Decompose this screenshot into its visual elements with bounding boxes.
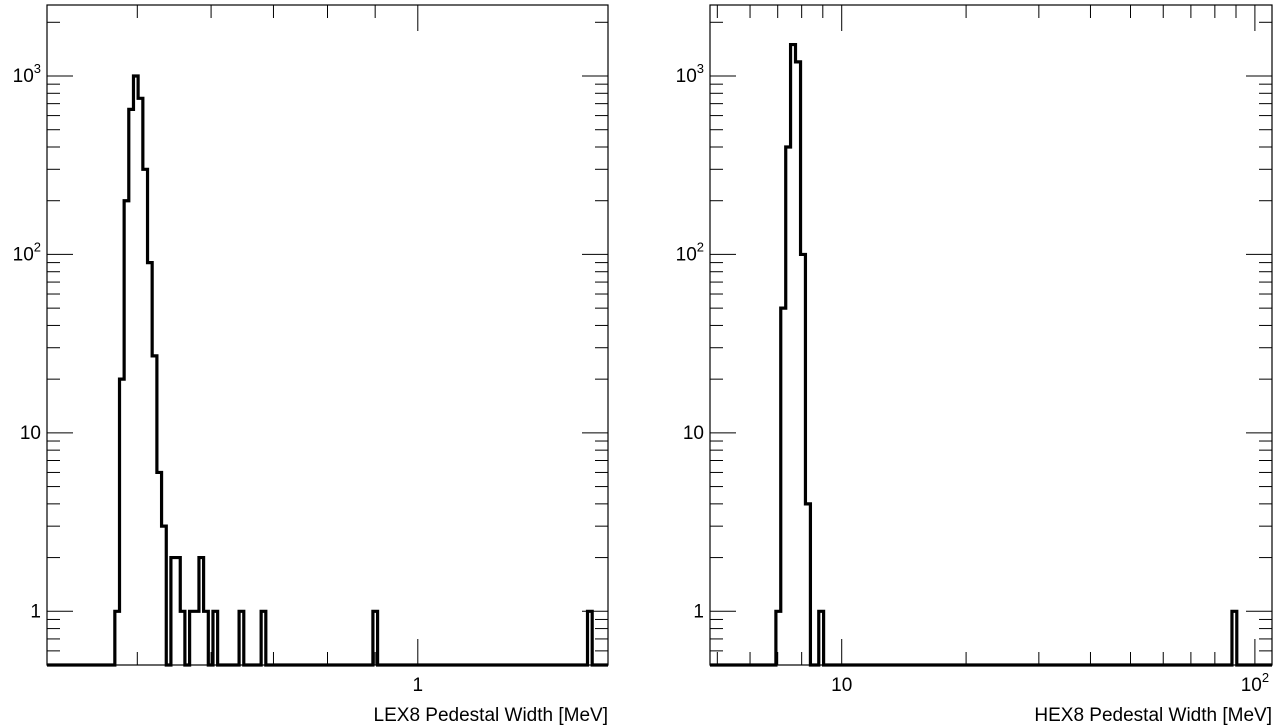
- x-tick-label: 10: [831, 675, 852, 696]
- histogram-line: [710, 42, 1272, 667]
- y-tick-label: 1: [30, 601, 41, 622]
- y-tick-label: 1: [693, 601, 704, 622]
- y-tick-label: 103: [13, 61, 41, 87]
- x-tick-label-base: 1: [413, 675, 424, 696]
- y-tick-label-base: 10: [676, 244, 697, 265]
- y-tick-label: 102: [13, 239, 41, 265]
- x-tick-label: 1: [413, 675, 424, 696]
- y-tick-label: 102: [676, 239, 704, 265]
- y-tick-label-base: 1: [693, 601, 704, 622]
- x-axis-title: HEX8 Pedestal Width [MeV]: [1034, 705, 1272, 726]
- plot-frame: [46, 4, 609, 666]
- histogram-line: [47, 74, 608, 667]
- y-tick-label: 10: [683, 423, 704, 444]
- y-tick-label-base: 10: [20, 423, 41, 444]
- x-tick-label-exponent: 2: [1262, 670, 1269, 685]
- y-tick-label-exponent: 3: [697, 61, 704, 76]
- x-axis-title: LEX8 Pedestal Width [MeV]: [374, 705, 608, 726]
- y-tick-label-exponent: 2: [34, 239, 41, 254]
- y-tick-label-base: 10: [13, 244, 34, 265]
- y-tick-label-exponent: 2: [697, 239, 704, 254]
- y-tick-label-base: 1: [30, 601, 41, 622]
- y-tick-label-base: 10: [13, 66, 34, 87]
- y-tick-label: 10: [20, 423, 41, 444]
- x-tick-label-base: 10: [1241, 675, 1262, 696]
- plot-frame: [709, 4, 1273, 666]
- y-tick-label-exponent: 3: [34, 61, 41, 76]
- y-tick-label-base: 10: [676, 66, 697, 87]
- y-tick-label: 103: [676, 61, 704, 87]
- y-tick-label-base: 10: [683, 423, 704, 444]
- x-tick-label: 102: [1241, 670, 1269, 696]
- x-tick-label-base: 10: [831, 675, 852, 696]
